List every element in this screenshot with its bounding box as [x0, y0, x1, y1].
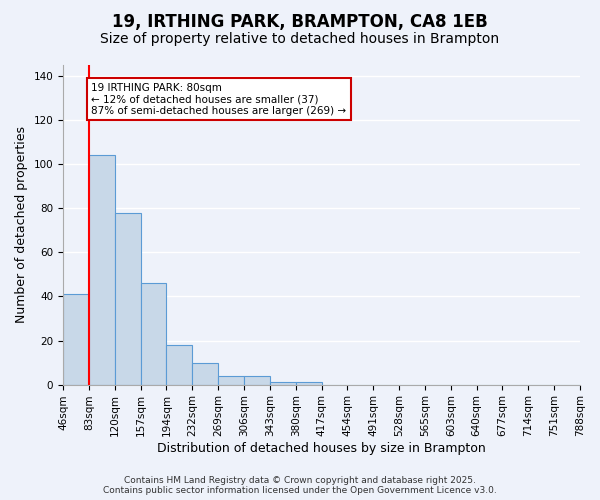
Bar — [89, 156, 115, 384]
Bar — [115, 212, 140, 384]
Bar — [218, 376, 244, 384]
Bar — [244, 376, 270, 384]
Bar — [296, 382, 322, 384]
Bar — [63, 294, 89, 384]
Y-axis label: Number of detached properties: Number of detached properties — [15, 126, 28, 324]
Text: 19, IRTHING PARK, BRAMPTON, CA8 1EB: 19, IRTHING PARK, BRAMPTON, CA8 1EB — [112, 12, 488, 30]
Bar — [166, 345, 192, 385]
Text: Size of property relative to detached houses in Brampton: Size of property relative to detached ho… — [100, 32, 500, 46]
X-axis label: Distribution of detached houses by size in Brampton: Distribution of detached houses by size … — [157, 442, 486, 455]
Bar — [270, 382, 296, 384]
Text: Contains HM Land Registry data © Crown copyright and database right 2025.
Contai: Contains HM Land Registry data © Crown c… — [103, 476, 497, 495]
Bar — [192, 362, 218, 384]
Bar — [140, 283, 166, 384]
Text: 19 IRTHING PARK: 80sqm
← 12% of detached houses are smaller (37)
87% of semi-det: 19 IRTHING PARK: 80sqm ← 12% of detached… — [91, 82, 347, 116]
